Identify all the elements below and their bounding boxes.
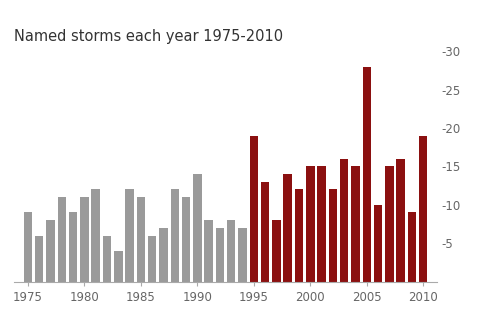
- Bar: [103, 236, 111, 282]
- Bar: [24, 212, 32, 282]
- Text: Named storms each year 1975-2010: Named storms each year 1975-2010: [14, 29, 284, 44]
- Bar: [340, 159, 348, 282]
- Bar: [182, 197, 190, 282]
- Bar: [238, 228, 247, 282]
- Bar: [69, 212, 77, 282]
- Bar: [125, 189, 134, 282]
- Bar: [58, 197, 66, 282]
- Bar: [396, 159, 405, 282]
- Bar: [408, 212, 416, 282]
- Bar: [374, 205, 382, 282]
- Bar: [46, 220, 55, 282]
- Bar: [295, 189, 303, 282]
- Bar: [419, 136, 428, 282]
- Bar: [272, 220, 281, 282]
- Bar: [216, 228, 224, 282]
- Bar: [80, 197, 89, 282]
- Bar: [284, 174, 292, 282]
- Bar: [137, 197, 145, 282]
- Bar: [261, 182, 269, 282]
- Bar: [92, 189, 100, 282]
- Bar: [385, 166, 394, 282]
- Bar: [148, 236, 156, 282]
- Bar: [193, 174, 202, 282]
- Bar: [329, 189, 337, 282]
- Bar: [159, 228, 168, 282]
- Bar: [306, 166, 314, 282]
- Bar: [250, 136, 258, 282]
- Bar: [317, 166, 326, 282]
- Bar: [170, 189, 179, 282]
- Bar: [204, 220, 213, 282]
- Bar: [362, 67, 371, 282]
- Bar: [35, 236, 44, 282]
- Bar: [227, 220, 236, 282]
- Bar: [351, 166, 360, 282]
- Bar: [114, 251, 122, 282]
